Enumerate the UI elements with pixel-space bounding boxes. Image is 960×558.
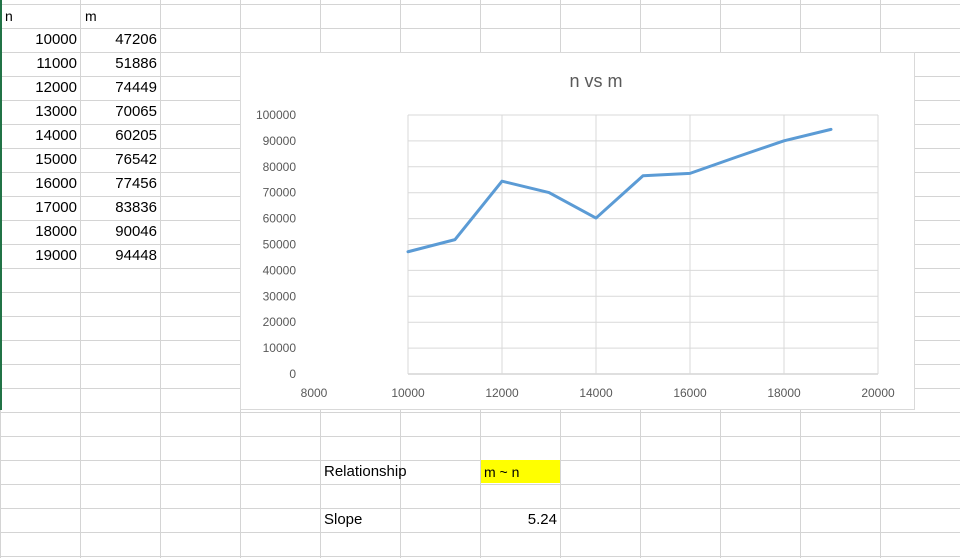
grid-row-line (0, 412, 960, 413)
x-tick-label: 20000 (861, 386, 895, 400)
cell-n[interactable]: 17000 (35, 199, 77, 216)
cell-m[interactable]: 70065 (115, 103, 157, 120)
slope-value[interactable]: 5.24 (527, 511, 557, 528)
chart-svg: n vs m 0 10000 20000 30000 40000 50000 60000 700… (256, 71, 895, 400)
y-tick-label: 60000 (263, 212, 297, 226)
grid-column-line (80, 0, 81, 558)
cell-m[interactable]: 60205 (115, 127, 157, 144)
grid-row-line (0, 556, 960, 557)
grid-row-line (0, 460, 960, 461)
y-tick-label: 70000 (263, 186, 297, 200)
x-tick-label: 14000 (579, 386, 613, 400)
grid-row-line (0, 508, 960, 509)
grid-column-line (160, 0, 161, 558)
series-line (406, 127, 833, 254)
cell-n[interactable]: 19000 (35, 247, 77, 264)
cell-n[interactable]: 16000 (35, 175, 77, 192)
cell-m[interactable]: 94448 (115, 247, 157, 264)
chart-title: n vs m (569, 71, 622, 91)
y-tick-label: 40000 (263, 263, 297, 277)
cell-m[interactable]: 74449 (115, 79, 157, 96)
cell-n[interactable]: 18000 (35, 223, 77, 240)
x-tick-label: 8000 (301, 386, 328, 400)
cell-m[interactable]: 47206 (115, 31, 157, 48)
header-m[interactable]: m (85, 8, 97, 24)
grid-row-line (0, 28, 960, 29)
relationship-value[interactable]: m ~ n (484, 464, 520, 480)
relationship-highlight (481, 460, 560, 483)
y-tick-label: 0 (289, 367, 296, 381)
grid-row-line (0, 484, 960, 485)
y-tick-label: 10000 (263, 341, 297, 355)
x-tick-label: 16000 (673, 386, 707, 400)
y-tick-label: 50000 (263, 238, 297, 252)
grid-row-line (0, 436, 960, 437)
cell-n[interactable]: 15000 (35, 151, 77, 168)
y-tick-label: 30000 (263, 289, 297, 303)
y-tick-label: 100000 (256, 108, 296, 122)
cell-m[interactable]: 77456 (115, 175, 157, 192)
cell-m[interactable]: 76542 (115, 151, 157, 168)
x-tick-label: 12000 (485, 386, 519, 400)
cell-n[interactable]: 13000 (35, 103, 77, 120)
cell-n[interactable]: 10000 (35, 31, 77, 48)
cell-n[interactable]: 11000 (36, 55, 77, 72)
grid-row-line (0, 4, 960, 5)
selection-indicator (0, 0, 2, 410)
cell-n[interactable]: 12000 (35, 79, 77, 96)
y-tick-label: 80000 (263, 160, 297, 174)
y-tick-label: 90000 (263, 134, 297, 148)
line-chart[interactable]: n vs m 0 10000 20000 30000 40000 50000 60000 700… (240, 52, 915, 410)
relationship-label[interactable]: Relationship (324, 463, 407, 480)
slope-label[interactable]: Slope (324, 511, 363, 528)
grid-row-line (0, 532, 960, 533)
cell-m[interactable]: 90046 (115, 223, 157, 240)
header-n[interactable]: n (5, 8, 13, 24)
x-tick-label: 18000 (767, 386, 801, 400)
y-tick-label: 20000 (263, 315, 297, 329)
cell-n[interactable]: 14000 (35, 127, 77, 144)
cell-m[interactable]: 51886 (115, 55, 157, 72)
x-tick-label: 10000 (391, 386, 425, 400)
cell-m[interactable]: 83836 (115, 199, 157, 216)
